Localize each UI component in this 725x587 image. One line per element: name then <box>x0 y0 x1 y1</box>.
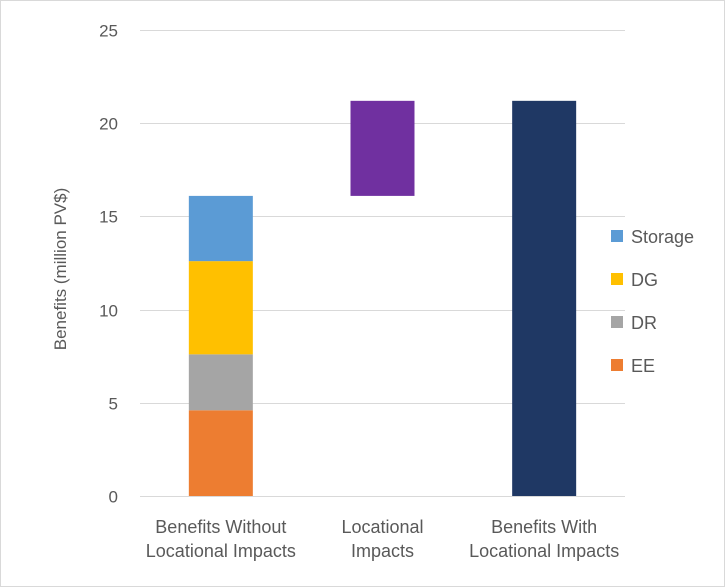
legend-label: DG <box>631 270 658 290</box>
y-tick-label: 0 <box>109 488 118 507</box>
bar-segment-dr <box>188 354 253 411</box>
y-tick-label: 15 <box>99 208 118 227</box>
bar-segment-storage <box>188 195 253 262</box>
x-category-label: Impacts <box>351 541 414 561</box>
bar-segment-category-1 <box>350 100 415 196</box>
legend-swatch <box>611 359 623 371</box>
legend-label: EE <box>631 356 655 376</box>
x-category-label: Locational Impacts <box>146 541 296 561</box>
legend-label: Storage <box>631 227 694 247</box>
bar-segment-category-2 <box>512 100 577 496</box>
legend-swatch <box>611 316 623 328</box>
y-axis-ticks: 0 5 10 15 20 25 <box>99 22 118 507</box>
x-category-label: Locational <box>341 517 423 537</box>
y-tick-label: 25 <box>99 22 118 41</box>
x-category-label: Benefits Without <box>155 517 286 537</box>
x-axis-categories: Benefits Without Locational Impacts Locati… <box>146 517 619 561</box>
y-tick-label: 5 <box>109 395 118 414</box>
y-axis-label: Benefits (million PV$) <box>51 188 70 351</box>
legend-swatch <box>611 230 623 242</box>
legend-swatch <box>611 273 623 285</box>
x-category-label: Locational Impacts <box>469 541 619 561</box>
y-tick-label: 10 <box>99 302 118 321</box>
legend-label: DR <box>631 313 657 333</box>
bar-segment-dg <box>188 261 253 355</box>
legend: Storage DG DR EE <box>611 227 694 376</box>
bar-segment-ee <box>188 410 253 496</box>
x-category-label: Benefits With <box>491 517 597 537</box>
bars <box>188 100 577 496</box>
y-tick-label: 20 <box>99 115 118 134</box>
